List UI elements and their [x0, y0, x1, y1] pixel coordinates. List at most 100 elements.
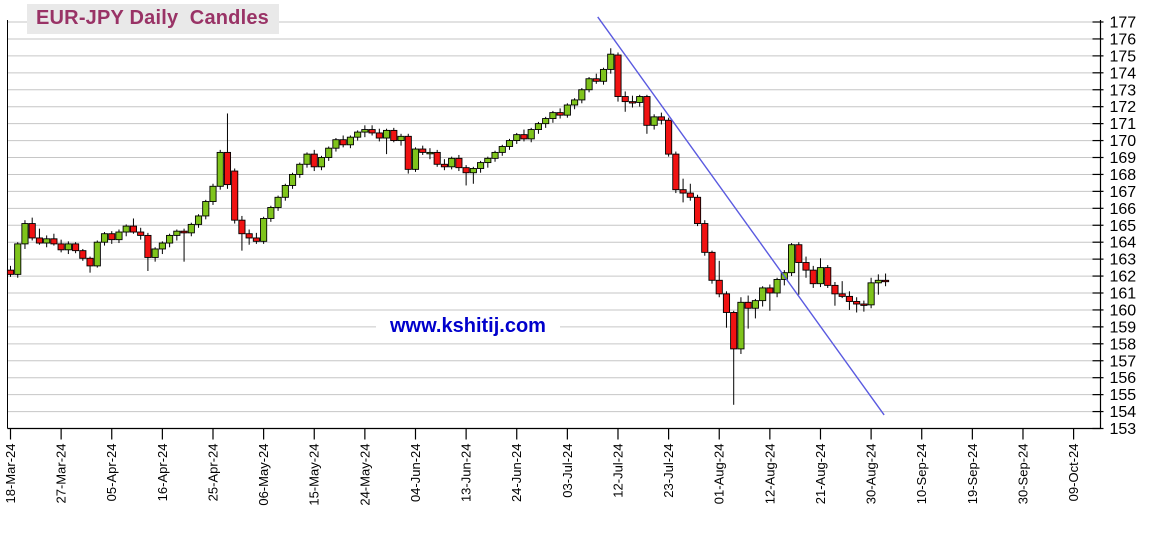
candle-down [628, 101, 637, 104]
candle-down [433, 151, 441, 165]
candle-up [578, 89, 586, 101]
candle-down [86, 257, 94, 267]
candle-down [28, 223, 36, 239]
candle-up [411, 148, 420, 170]
candle-down [252, 237, 260, 242]
candle-up [122, 225, 130, 233]
candle-down [245, 233, 253, 239]
svg-text:174: 174 [1110, 65, 1137, 82]
svg-text:175: 175 [1110, 48, 1137, 65]
svg-text:168: 168 [1110, 167, 1137, 184]
svg-text:165: 165 [1110, 218, 1137, 235]
candle-down [824, 267, 832, 286]
candle-down [722, 293, 731, 313]
candle-down [592, 78, 600, 82]
svg-text:30-Aug-24: 30-Aug-24 [864, 444, 879, 505]
candle-down [57, 243, 65, 251]
candle-up [158, 242, 166, 250]
candle-down [390, 129, 398, 142]
candle-up [281, 184, 289, 198]
candle-up [505, 140, 514, 147]
x-axis-labels: 18-Mar-24 27-Mar-24 05-Apr-24 16-Apr-24 25-A… [3, 443, 1081, 505]
candle-up [426, 151, 434, 155]
candle-up [361, 129, 369, 133]
candle-down [730, 312, 738, 350]
candle-down [238, 219, 246, 235]
candle-up [151, 248, 159, 258]
candle-down [72, 243, 80, 252]
svg-text:10-Sep-24: 10-Sep-24 [914, 444, 929, 505]
candle-up [296, 163, 304, 175]
svg-text:160: 160 [1110, 302, 1137, 319]
svg-text:157: 157 [1110, 353, 1137, 370]
candle-down [223, 151, 232, 186]
candle-up [759, 287, 767, 302]
svg-text:176: 176 [1110, 31, 1137, 48]
candle-up [788, 244, 796, 274]
candle-up [100, 233, 109, 243]
candle-up [332, 139, 340, 149]
candle-up [173, 230, 181, 236]
candle-down [440, 163, 448, 168]
candle-down [404, 135, 412, 170]
candle-up [874, 279, 882, 284]
candle-down [831, 284, 839, 295]
candle-down [882, 279, 890, 283]
candle-down [643, 96, 651, 126]
y-axis-labels: 1531541551561571581591601611621631641651… [1110, 15, 1137, 439]
svg-text:173: 173 [1110, 82, 1137, 99]
candle-down [144, 234, 152, 258]
svg-text:171: 171 [1110, 116, 1137, 133]
candle-up [202, 201, 210, 217]
candle-down [375, 132, 383, 139]
svg-text:30-Sep-24: 30-Sep-24 [1015, 444, 1030, 505]
candle-up [585, 78, 593, 91]
svg-text:18-Mar-24: 18-Mar-24 [3, 444, 18, 504]
candle-down [231, 170, 239, 221]
candle-up [448, 157, 456, 168]
svg-text:25-Apr-24: 25-Apr-24 [205, 444, 220, 502]
candle-up [607, 53, 615, 70]
candle-up [267, 207, 275, 219]
svg-text:177: 177 [1110, 15, 1137, 32]
candle-down [665, 119, 673, 155]
candle-down [693, 196, 702, 225]
candle-up [166, 234, 174, 244]
svg-text:169: 169 [1110, 150, 1137, 167]
svg-text:162: 162 [1110, 269, 1137, 286]
chart-title: EUR-JPY Daily Candles [27, 4, 280, 34]
candle-up [288, 173, 297, 186]
candle-down [672, 153, 680, 191]
svg-text:12-Aug-24: 12-Aug-24 [762, 444, 777, 505]
candle-up [317, 157, 326, 168]
trendline [597, 16, 885, 416]
svg-text:19-Sep-24: 19-Sep-24 [965, 443, 980, 504]
candle-down [614, 54, 622, 97]
candle-down [845, 295, 853, 302]
candle-down [679, 189, 687, 194]
candle-up [549, 112, 557, 119]
candle-down [701, 223, 709, 253]
candle-down [809, 269, 817, 285]
svg-text:24-May-24: 24-May-24 [357, 444, 372, 506]
candle-up [43, 238, 51, 244]
candle-down [6, 269, 15, 275]
candle-up [64, 243, 72, 251]
candle-up [93, 241, 101, 267]
candle-down [556, 112, 564, 116]
candle-up [599, 68, 608, 82]
candle-up [527, 129, 535, 140]
candle-up [21, 223, 29, 245]
svg-text:159: 159 [1110, 319, 1137, 336]
candle-up [325, 147, 333, 158]
candle-down [180, 230, 188, 234]
candle-up [491, 151, 499, 159]
candle-up [209, 185, 217, 202]
candle-up [751, 300, 759, 309]
candle-up [737, 301, 745, 350]
watermark-text: www.kshitij.com [376, 314, 560, 341]
svg-text:12-Jul-24: 12-Jul-24 [610, 444, 625, 498]
candle-up [571, 99, 579, 106]
candle-up [636, 96, 644, 103]
candle-up [469, 168, 477, 174]
